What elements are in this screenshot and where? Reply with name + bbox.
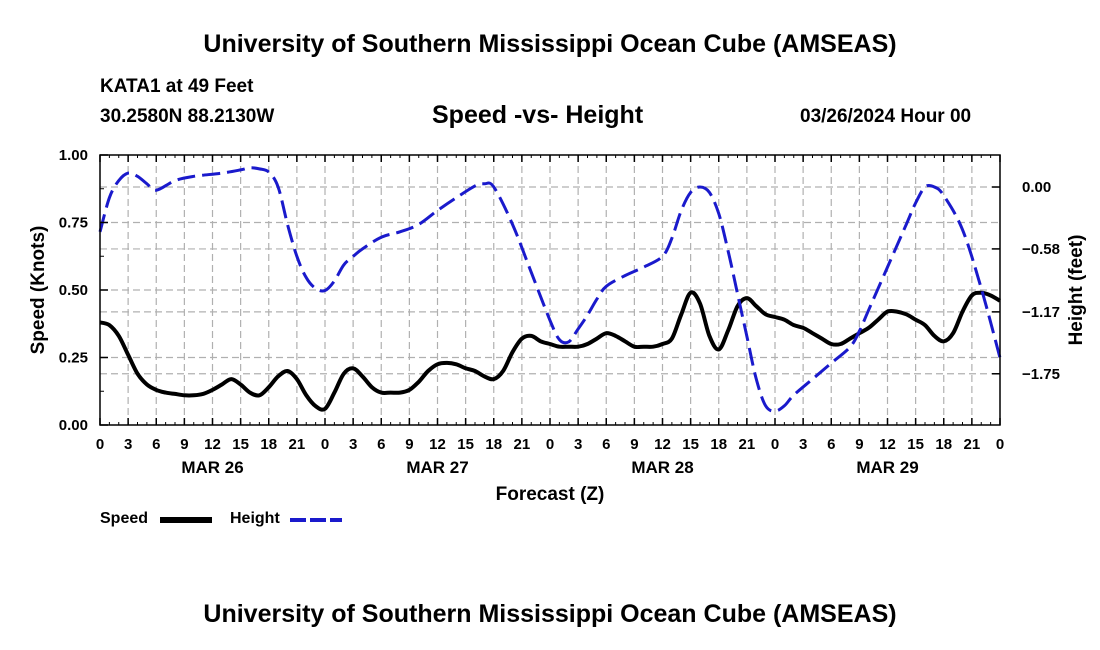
x-tick-label: 6	[377, 436, 385, 453]
x-tick-label: 21	[514, 436, 531, 453]
x-tick-label: 9	[630, 436, 638, 453]
y-left-tick-label: 0.50	[59, 282, 88, 299]
x-axis-label: Forecast (Z)	[496, 484, 605, 505]
x-tick-label: 9	[180, 436, 188, 453]
chart-title: University of Southern Mississippi Ocean…	[203, 30, 897, 58]
y-axis-label-left: Speed (Knots)	[28, 226, 49, 355]
x-tick-label: 15	[907, 436, 924, 453]
x-tick-label: 21	[964, 436, 981, 453]
station-label: KATA1 at 49 Feet	[100, 76, 254, 97]
y-right-tick-label: −1.17	[1022, 304, 1060, 321]
x-tick-label: 3	[799, 436, 807, 453]
y-left-tick-label: 0.00	[59, 417, 88, 434]
x-tick-label: 12	[654, 436, 671, 453]
x-tick-label: 0	[321, 436, 329, 453]
x-tick-label: 18	[485, 436, 502, 453]
x-tick-label: 12	[429, 436, 446, 453]
x-tick-label: 9	[405, 436, 413, 453]
x-tick-label: 18	[935, 436, 952, 453]
x-tick-label: 6	[152, 436, 160, 453]
footer-title: University of Southern Mississippi Ocean…	[203, 600, 897, 628]
x-tick-label: 6	[827, 436, 835, 453]
legend-speed-label: Speed	[100, 510, 149, 527]
x-tick-label: 15	[232, 436, 249, 453]
x-tick-label: 0	[96, 436, 104, 453]
x-tick-label: 6	[602, 436, 610, 453]
x-tick-label: 9	[855, 436, 863, 453]
x-date-label: MAR 28	[631, 458, 693, 477]
x-tick-label: 18	[260, 436, 277, 453]
y-left-tick-label: 1.00	[59, 147, 88, 164]
legend-speed-swatch	[160, 517, 212, 523]
x-tick-label: 3	[349, 436, 357, 453]
legend-height-swatch	[290, 518, 342, 522]
coordinates-label: 30.2580N 88.2130W	[100, 106, 275, 127]
datestamp-label: 03/26/2024 Hour 00	[800, 106, 972, 127]
y-left-tick-label: 0.25	[59, 350, 88, 367]
x-tick-label: 3	[574, 436, 582, 453]
x-tick-label: 0	[771, 436, 779, 453]
series-line-height	[98, 166, 1002, 413]
x-tick-label: 12	[204, 436, 221, 453]
x-date-label: MAR 26	[181, 458, 243, 477]
x-tick-label: 0	[546, 436, 554, 453]
x-tick-label: 15	[457, 436, 474, 453]
x-tick-label: 21	[739, 436, 756, 453]
x-tick-label: 15	[682, 436, 699, 453]
y-axis-label-right: Height (feet)	[1066, 235, 1087, 346]
x-tick-label: 21	[289, 436, 306, 453]
x-tick-label: 3	[124, 436, 132, 453]
chart-subtitle: Speed -vs- Height	[432, 101, 644, 129]
y-right-tick-label: 0.00	[1022, 179, 1051, 196]
y-right-tick-label: −0.58	[1022, 241, 1060, 258]
x-tick-label: 0	[996, 436, 1004, 453]
y-left-tick-label: 0.75	[59, 215, 88, 232]
x-tick-label: 18	[710, 436, 727, 453]
series-line-speed	[99, 290, 1002, 412]
y-right-tick-label: −1.75	[1022, 366, 1060, 383]
legend-height-label: Height	[230, 510, 280, 527]
x-date-label: MAR 29	[856, 458, 918, 477]
x-tick-label: 12	[879, 436, 896, 453]
x-date-label: MAR 27	[406, 458, 468, 477]
